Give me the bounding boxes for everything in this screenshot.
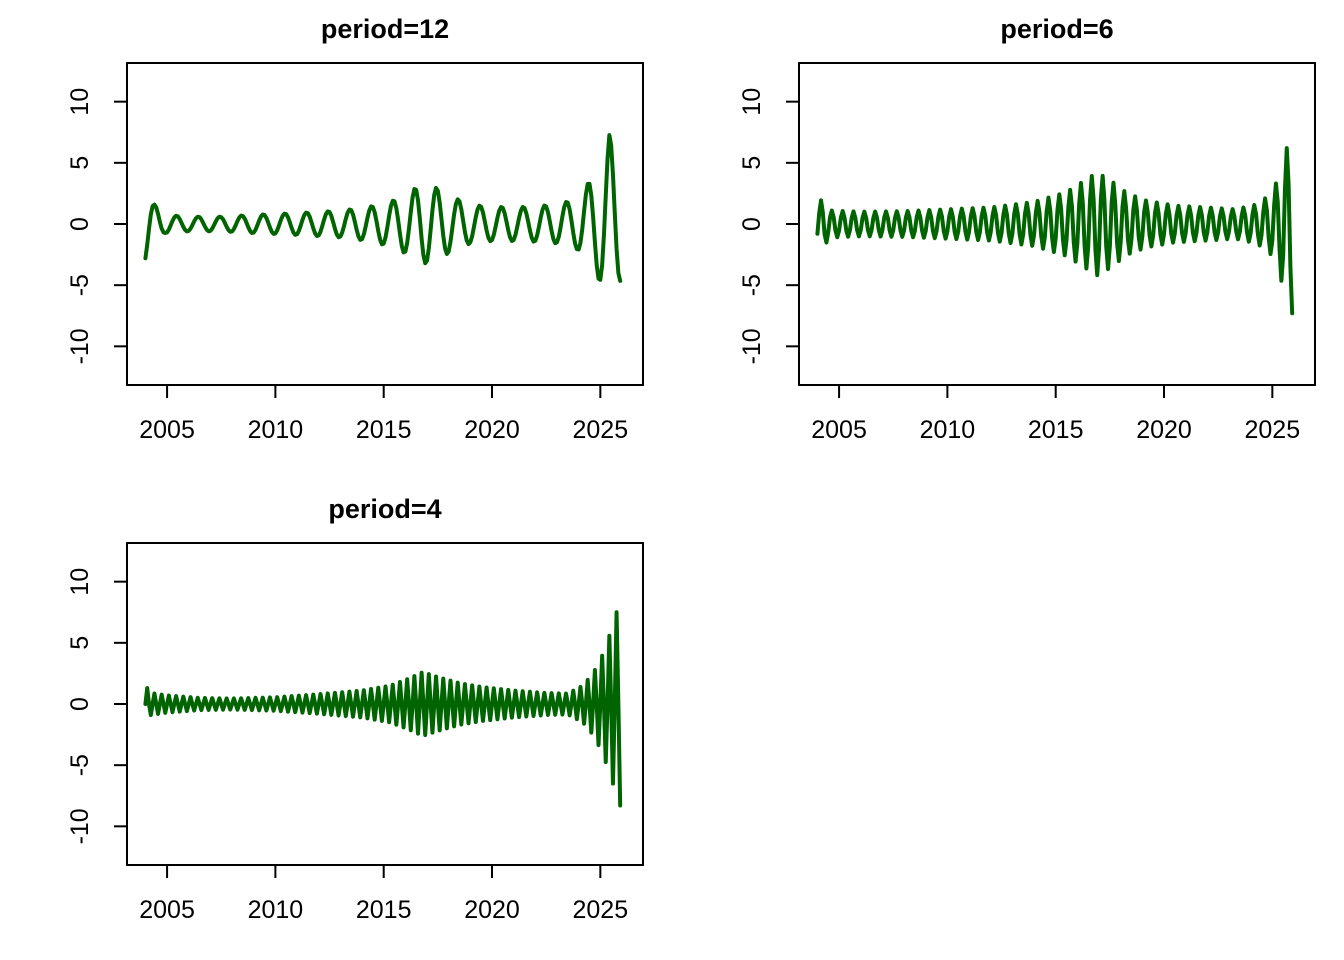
y-tick-label: -5 <box>738 274 766 296</box>
panel-period-12: period=12 2005 2010 2015 2020 2025 -10 -5 0 5 10 <box>0 0 672 480</box>
y-tick-label: 10 <box>66 568 94 596</box>
plot-box <box>126 62 644 386</box>
panel-period-4: period=4 2005 2010 2015 2020 2025 -10 -5 0 5 10 <box>0 480 672 960</box>
x-tick-label: 2005 <box>139 896 195 924</box>
y-tick-label: 10 <box>66 88 94 116</box>
plot-svg-period-4: 2005 2010 2015 2020 2025 -10 -5 0 5 10 <box>66 542 644 924</box>
x-tick-label: 2025 <box>1245 416 1301 444</box>
x-tick-label: 2020 <box>464 416 520 444</box>
x-tick-label: 2010 <box>920 416 976 444</box>
x-tick-label: 2015 <box>356 416 412 444</box>
y-tick-label: -10 <box>738 328 766 364</box>
y-tick-label: -5 <box>66 754 94 776</box>
y-tick-label: 10 <box>738 88 766 116</box>
y-tick-label: 5 <box>738 156 766 170</box>
x-tick-label: 2025 <box>573 896 629 924</box>
plot-svg-period-12: 2005 2010 2015 2020 2025 -10 -5 0 5 10 <box>66 62 644 444</box>
x-tick-label: 2010 <box>248 416 304 444</box>
y-tick-label: 5 <box>66 636 94 650</box>
empty-cell <box>672 480 1344 960</box>
panel-title-period-4: period=4 <box>328 494 442 524</box>
x-tick-label: 2025 <box>573 416 629 444</box>
y-tick-label: -5 <box>66 274 94 296</box>
x-tick-label: 2015 <box>1028 416 1084 444</box>
plot-svg-period-6: 2005 2010 2015 2020 2025 -10 -5 0 5 10 <box>738 62 1316 444</box>
panel-title-period-12: period=12 <box>320 14 450 44</box>
series-line <box>143 133 623 283</box>
x-tick-label: 2020 <box>464 896 520 924</box>
y-tick-label: 0 <box>66 217 94 231</box>
plot-box <box>798 62 1316 386</box>
y-tick-label: 5 <box>66 156 94 170</box>
y-tick-label: 0 <box>66 697 94 711</box>
x-tick-label: 2010 <box>248 896 304 924</box>
series-line <box>815 146 1295 316</box>
x-tick-label: 2015 <box>356 896 412 924</box>
plot-box <box>126 542 644 866</box>
panel-title-period-6: period=6 <box>1000 14 1114 44</box>
series-line <box>143 610 623 808</box>
panel-period-6: period=6 2005 2010 2015 2020 2025 -10 -5 0 5 10 <box>672 0 1344 480</box>
y-tick-label: 0 <box>738 217 766 231</box>
x-tick-label: 2020 <box>1136 416 1192 444</box>
y-tick-label: -10 <box>66 328 94 364</box>
x-tick-label: 2005 <box>811 416 867 444</box>
x-tick-label: 2005 <box>139 416 195 444</box>
y-tick-label: -10 <box>66 808 94 844</box>
